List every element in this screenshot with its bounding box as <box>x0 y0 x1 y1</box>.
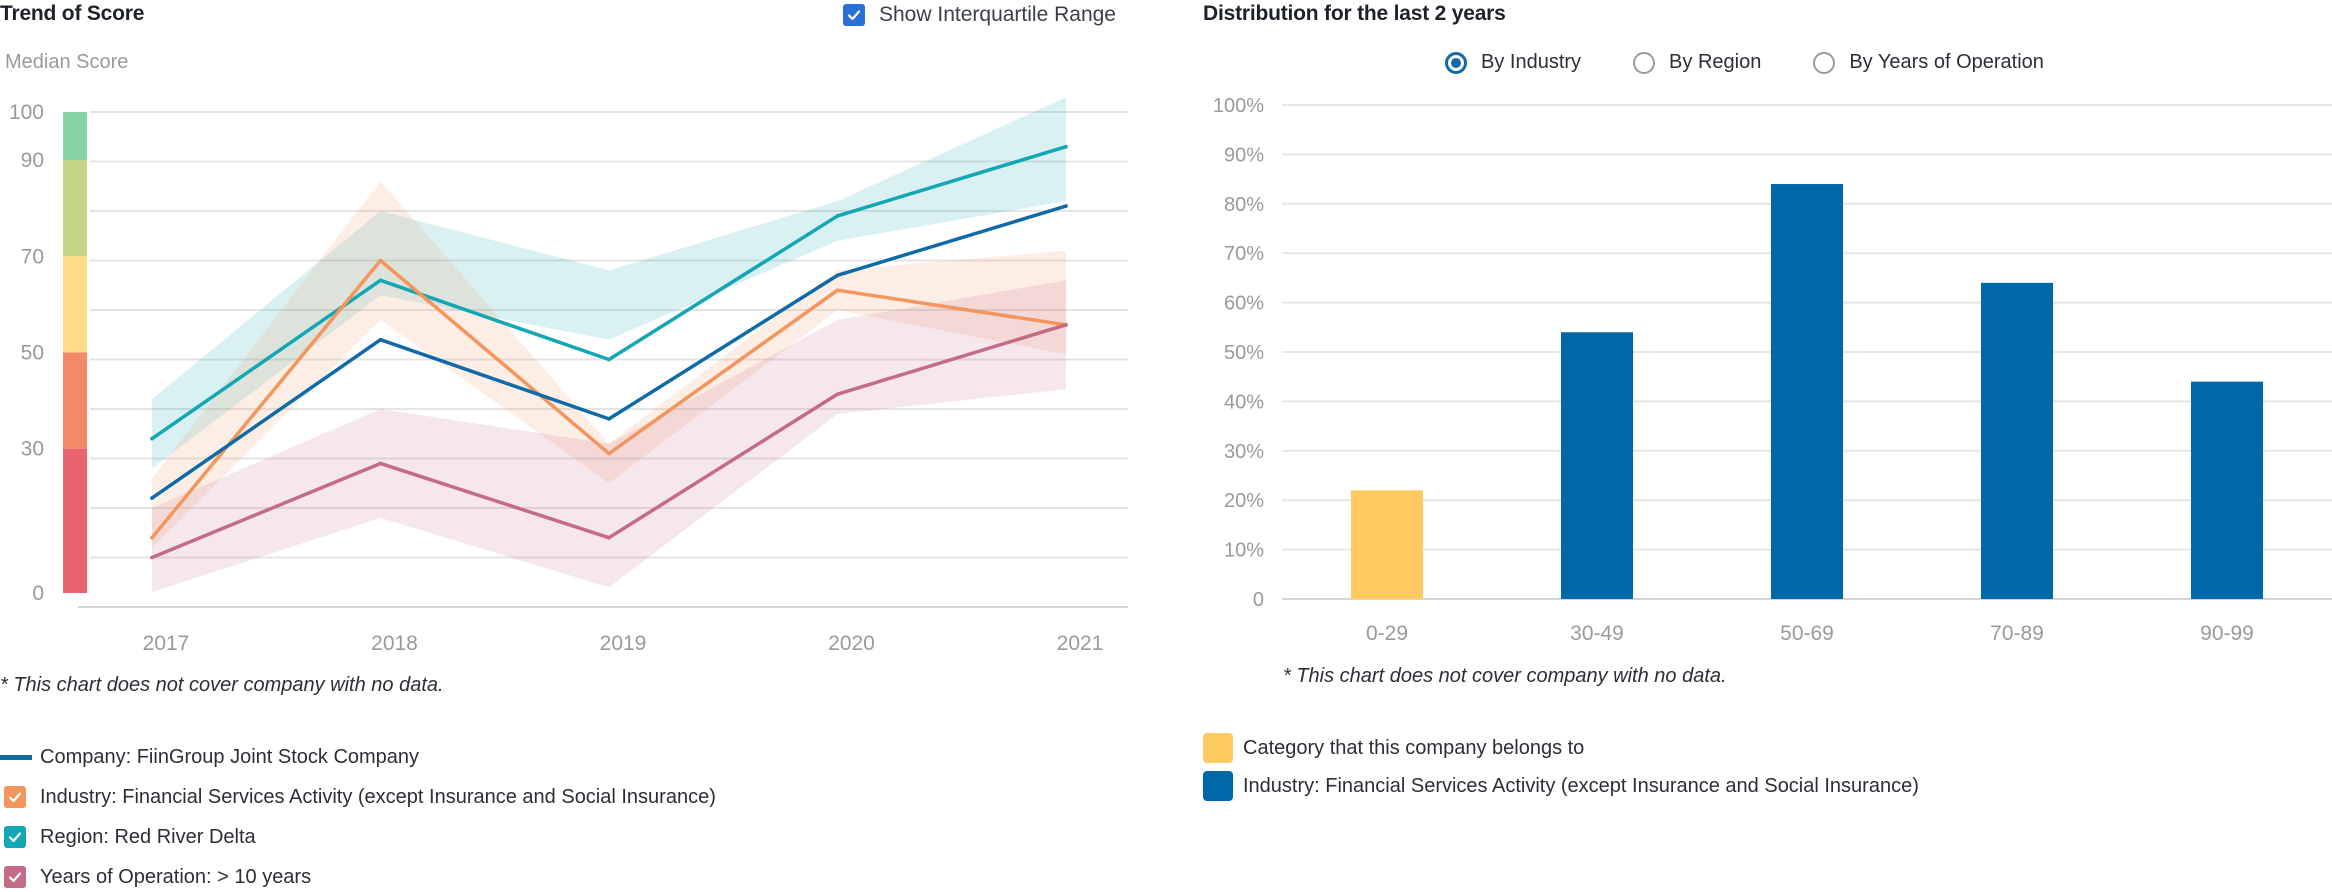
y-tick-label: 30% <box>1224 441 1264 463</box>
data-point <box>378 278 383 283</box>
y-tick-label: 0 <box>1253 589 1264 611</box>
legend-label: Industry: Financial Services Activity (e… <box>40 785 716 808</box>
y-tick-label: 20% <box>1224 490 1264 512</box>
data-point <box>150 436 154 441</box>
y-tick-label: 90% <box>1224 144 1264 166</box>
y-tick-label: 0 <box>32 582 44 605</box>
radio-label: By Region <box>1669 51 1762 73</box>
legend-item-company-category: Category that this company belongs to <box>1203 733 1919 763</box>
legend-item-region[interactable]: Region: Red River Delta <box>0 822 716 852</box>
x-tick-label: 2021 <box>1057 632 1104 655</box>
data-point <box>835 214 840 218</box>
data-point <box>607 417 611 421</box>
y-tick-label: 100 <box>9 101 44 124</box>
radio-label: By Years of Operation <box>1849 51 2044 73</box>
line-chart-legend: Company: FiinGroup Joint Stock Company I… <box>0 742 716 892</box>
x-tick-label: 50-69 <box>1780 622 1834 645</box>
y-tick-label: 50 <box>21 342 44 365</box>
x-tick-label: 30-49 <box>1570 622 1624 645</box>
data-point <box>150 535 154 540</box>
legend-item-years[interactable]: Years of Operation: > 10 years <box>0 862 716 892</box>
legend-item-industry-distribution: Industry: Financial Services Activity (e… <box>1203 771 1919 801</box>
view-option-group: By Industry By Region By Years of Operat… <box>1445 51 2044 74</box>
data-point <box>835 273 840 278</box>
y-tick-label: 70% <box>1224 243 1264 265</box>
data-point <box>607 357 611 362</box>
score-band <box>63 160 87 257</box>
bar <box>1561 332 1633 599</box>
bar-chart: 100% 90% 80% 70% 60% 50% 40% 30% 20% 10% 0 0-29 30-4… <box>1213 95 2332 645</box>
data-point <box>1064 144 1068 149</box>
legend-label: Category that this company belongs to <box>1243 736 1585 759</box>
bar-chart-legend: Category that this company belongs to In… <box>1203 733 1919 801</box>
data-point <box>1064 204 1068 208</box>
legend-label: Years of Operation: > 10 years <box>40 865 312 888</box>
y-tick-label: 30 <box>21 438 44 461</box>
y-axis-title: Median Score <box>5 51 129 73</box>
iqr-toggle[interactable]: Show Interquartile Range <box>843 3 1116 27</box>
y-tick-label: 90 <box>21 149 44 172</box>
bar <box>1771 184 1843 599</box>
data-point <box>607 535 611 540</box>
category-swatch-icon <box>1203 733 1233 763</box>
radio-selected-icon[interactable] <box>1445 51 1467 74</box>
legend-item-company: Company: FiinGroup Joint Stock Company <box>0 742 716 772</box>
y-tick-label: 10% <box>1224 540 1264 562</box>
x-tick-label: 90-99 <box>2200 622 2254 645</box>
data-point <box>150 496 154 500</box>
data-point <box>835 392 840 396</box>
score-band <box>63 256 87 353</box>
radio-by-region[interactable]: By Region <box>1633 51 1761 74</box>
data-point <box>150 555 154 560</box>
y-tick-label: 40% <box>1224 391 1264 413</box>
legend-label: Company: FiinGroup Joint Stock Company <box>40 745 420 768</box>
data-point <box>1064 323 1068 327</box>
radio-by-years-of-operation[interactable]: By Years of Operation <box>1813 51 2044 74</box>
y-tick-label: 100% <box>1213 95 1264 117</box>
data-point <box>607 451 611 456</box>
x-tick-label: 70-89 <box>1990 622 2044 645</box>
radio-by-industry[interactable]: By Industry <box>1445 51 1581 74</box>
distribution-chart-title: Distribution for the last 2 years <box>1203 2 1506 25</box>
bar <box>1981 282 2053 599</box>
industry-checkbox-icon[interactable] <box>4 786 26 808</box>
years-checkbox-icon[interactable] <box>4 866 26 888</box>
data-point <box>378 461 383 466</box>
legend-item-industry[interactable]: Industry: Financial Services Activity (e… <box>0 782 716 812</box>
radio-label: By Industry <box>1481 51 1582 73</box>
y-tick-label: 80% <box>1224 194 1264 216</box>
industry-swatch-icon <box>1203 771 1233 801</box>
data-point <box>378 258 383 263</box>
x-tick-label: 2017 <box>143 632 190 655</box>
radio-unselected-icon[interactable] <box>1633 51 1656 74</box>
score-band <box>63 448 87 593</box>
radio-unselected-icon[interactable] <box>1813 51 1836 74</box>
line-chart-note: * This chart does not cover company with… <box>0 674 444 696</box>
data-point <box>835 288 840 293</box>
data-point <box>378 337 383 342</box>
iqr-band <box>152 181 1066 548</box>
company-line-icon <box>0 754 32 760</box>
bar-chart-note: * This chart does not cover company with… <box>1283 665 1727 687</box>
score-band <box>63 112 87 161</box>
bar <box>2191 381 2263 599</box>
y-tick-label: 70 <box>21 245 44 268</box>
y-tick-label: 50% <box>1224 342 1264 364</box>
x-tick-label: 0-29 <box>1366 622 1408 645</box>
x-tick-label: 2019 <box>600 632 647 655</box>
trend-chart-title: Trend of Score <box>0 2 145 25</box>
line-chart: 100 90 70 50 30 0 2017 2018 2019 2020 2021 <box>9 97 1128 655</box>
region-checkbox-icon[interactable] <box>4 826 26 848</box>
score-band <box>63 352 87 449</box>
iqr-band <box>152 97 1066 469</box>
iqr-checkbox-icon[interactable] <box>843 4 865 26</box>
iqr-band <box>152 280 1066 593</box>
x-tick-label: 2020 <box>828 632 875 655</box>
bar-highlight <box>1351 490 1423 599</box>
legend-label: Industry: Financial Services Activity (e… <box>1243 774 1919 797</box>
iqr-toggle-label: Show Interquartile Range <box>879 3 1116 26</box>
x-tick-label: 2018 <box>371 632 418 655</box>
y-tick-label: 60% <box>1224 293 1264 315</box>
legend-label: Region: Red River Delta <box>40 825 256 848</box>
